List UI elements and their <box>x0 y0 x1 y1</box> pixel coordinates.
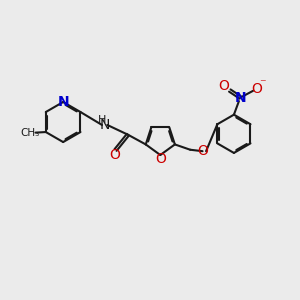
Text: CH₃: CH₃ <box>20 128 39 138</box>
Text: O: O <box>110 148 120 162</box>
Text: O: O <box>155 152 166 167</box>
Text: O: O <box>251 82 262 96</box>
Text: O: O <box>218 79 229 93</box>
Text: H: H <box>98 115 106 125</box>
Text: N: N <box>235 91 246 105</box>
Text: O: O <box>198 144 208 158</box>
Text: N: N <box>57 95 69 109</box>
Text: ⁻: ⁻ <box>259 77 266 91</box>
Text: N: N <box>99 118 110 132</box>
